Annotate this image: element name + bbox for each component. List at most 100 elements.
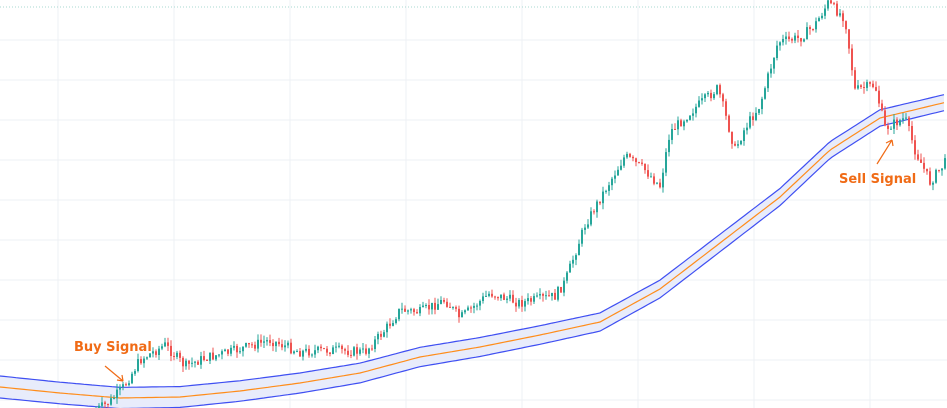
candle-body — [746, 127, 748, 131]
candle-body — [758, 109, 760, 113]
candle-body — [710, 92, 712, 99]
candle-body — [605, 190, 607, 192]
candle-body — [152, 351, 154, 354]
candle-body — [719, 85, 721, 95]
candle-body — [116, 389, 118, 399]
candle-body — [326, 348, 328, 353]
candle-body — [230, 347, 232, 354]
candle-body — [338, 345, 340, 347]
candle-body — [236, 345, 238, 353]
candle-body — [722, 94, 724, 102]
candle-body — [356, 347, 358, 354]
candle-body — [197, 361, 199, 365]
candle-body — [572, 259, 574, 264]
candle-body — [527, 298, 529, 302]
candle-body — [449, 306, 451, 308]
candle-body — [371, 348, 373, 350]
candle-body — [167, 342, 169, 346]
band-fill — [0, 94, 944, 408]
candle-body — [347, 350, 349, 355]
candle-body — [887, 125, 889, 129]
candle-body — [332, 347, 334, 354]
candle-body — [905, 117, 907, 119]
candle-body — [899, 120, 901, 126]
candle-body — [233, 345, 235, 348]
candle-body — [755, 112, 757, 120]
candle-body — [377, 333, 379, 340]
candle-body — [872, 83, 874, 87]
candle-body — [479, 301, 481, 306]
candle-body — [239, 351, 241, 353]
candle-body — [521, 300, 523, 307]
candle-body — [134, 371, 136, 374]
candle-body — [410, 309, 412, 311]
candle-body — [851, 48, 853, 71]
candle-body — [533, 296, 535, 302]
candle-body — [350, 354, 352, 356]
candle-body — [767, 73, 769, 89]
buy-signal-annotation: Buy Signal — [74, 340, 152, 382]
candle-body — [386, 323, 388, 333]
candle-body — [194, 361, 196, 363]
candle-body — [272, 342, 274, 347]
candle-body — [380, 333, 382, 337]
candle-body — [362, 348, 364, 350]
candle-body — [644, 163, 646, 171]
candle-body — [191, 362, 193, 364]
candle-body — [434, 302, 436, 310]
candle-body — [902, 118, 904, 121]
candle-body — [848, 29, 850, 49]
candle-body — [218, 354, 220, 356]
candle-body — [278, 341, 280, 345]
candle-body — [941, 168, 943, 171]
candle-body — [788, 36, 790, 39]
candle-body — [509, 294, 511, 299]
band-lower-line — [0, 110, 945, 408]
candle-body — [926, 168, 928, 172]
candle-body — [452, 307, 454, 309]
candle-body — [569, 263, 571, 273]
candle-body — [821, 15, 823, 19]
candle-body — [161, 346, 163, 349]
candle-body — [893, 119, 895, 129]
buy-signal-arrowhead — [116, 374, 124, 382]
candle-body — [212, 352, 214, 360]
candle-body — [803, 39, 805, 42]
candle-body — [374, 339, 376, 349]
candle-body — [707, 92, 709, 95]
candle-body — [251, 344, 253, 346]
candle-body — [179, 352, 181, 358]
candle-body — [446, 301, 448, 307]
candle-body — [740, 141, 742, 145]
candle-body — [308, 348, 310, 356]
candle-body — [542, 294, 544, 296]
candle-body — [311, 354, 313, 356]
candle-body — [266, 340, 268, 342]
candle-body — [668, 139, 670, 153]
candle-body — [281, 344, 283, 348]
candle-body — [731, 131, 733, 144]
candle-body — [461, 312, 463, 318]
band-midline — [0, 102, 945, 399]
candle-body — [257, 339, 259, 349]
candle-body — [857, 85, 859, 89]
candle-body — [260, 339, 262, 343]
candle-body — [608, 185, 610, 191]
candle-body — [335, 346, 337, 348]
candle-body — [464, 310, 466, 313]
candle-body — [437, 304, 439, 310]
candle-body — [176, 352, 178, 357]
candle-body — [536, 295, 538, 297]
candle-body — [545, 295, 547, 297]
candle-body — [911, 126, 913, 141]
candle-body — [407, 310, 409, 312]
candle-body — [392, 323, 394, 326]
candle-body — [809, 27, 811, 29]
candle-body — [269, 340, 271, 343]
candle-body — [209, 352, 211, 361]
candle-body — [173, 356, 175, 357]
candle-body — [617, 169, 619, 176]
candle-body — [743, 130, 745, 141]
candle-body — [155, 351, 157, 355]
candle-body — [761, 98, 763, 110]
